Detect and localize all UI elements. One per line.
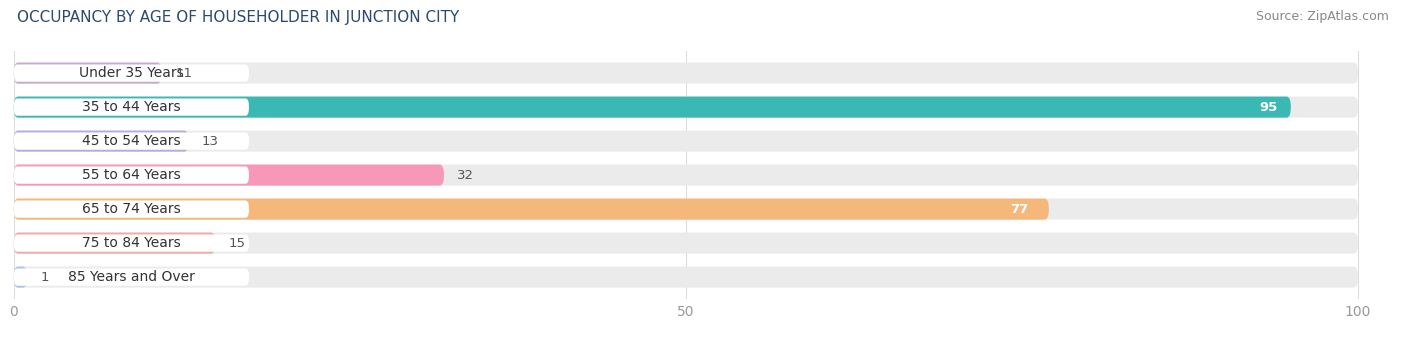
Text: 32: 32: [457, 169, 474, 182]
FancyBboxPatch shape: [14, 131, 1358, 152]
FancyBboxPatch shape: [14, 133, 249, 150]
Text: Source: ZipAtlas.com: Source: ZipAtlas.com: [1256, 10, 1389, 23]
FancyBboxPatch shape: [14, 233, 1358, 254]
FancyBboxPatch shape: [14, 63, 162, 84]
FancyBboxPatch shape: [14, 63, 1358, 84]
Text: 85 Years and Over: 85 Years and Over: [67, 270, 195, 284]
FancyBboxPatch shape: [14, 65, 249, 82]
FancyBboxPatch shape: [14, 99, 249, 116]
Text: 35 to 44 Years: 35 to 44 Years: [82, 100, 181, 114]
FancyBboxPatch shape: [14, 165, 1358, 186]
FancyBboxPatch shape: [14, 269, 249, 286]
FancyBboxPatch shape: [14, 267, 27, 288]
Text: 1: 1: [41, 271, 49, 284]
Text: 77: 77: [1011, 203, 1029, 216]
Text: 65 to 74 Years: 65 to 74 Years: [82, 202, 181, 216]
Text: 11: 11: [176, 67, 193, 80]
Text: OCCUPANCY BY AGE OF HOUSEHOLDER IN JUNCTION CITY: OCCUPANCY BY AGE OF HOUSEHOLDER IN JUNCT…: [17, 10, 460, 25]
FancyBboxPatch shape: [14, 167, 249, 184]
FancyBboxPatch shape: [14, 199, 1358, 220]
FancyBboxPatch shape: [14, 97, 1291, 118]
FancyBboxPatch shape: [14, 165, 444, 186]
Text: 13: 13: [202, 135, 219, 148]
Text: 95: 95: [1260, 101, 1278, 114]
FancyBboxPatch shape: [14, 267, 1358, 288]
FancyBboxPatch shape: [14, 199, 1049, 220]
FancyBboxPatch shape: [14, 97, 1358, 118]
FancyBboxPatch shape: [14, 233, 215, 254]
FancyBboxPatch shape: [14, 131, 188, 152]
Text: 55 to 64 Years: 55 to 64 Years: [82, 168, 181, 182]
FancyBboxPatch shape: [14, 235, 249, 252]
Text: Under 35 Years: Under 35 Years: [79, 66, 184, 80]
Text: 75 to 84 Years: 75 to 84 Years: [82, 236, 181, 250]
Text: 45 to 54 Years: 45 to 54 Years: [82, 134, 181, 148]
FancyBboxPatch shape: [14, 201, 249, 218]
Text: 15: 15: [229, 237, 246, 250]
